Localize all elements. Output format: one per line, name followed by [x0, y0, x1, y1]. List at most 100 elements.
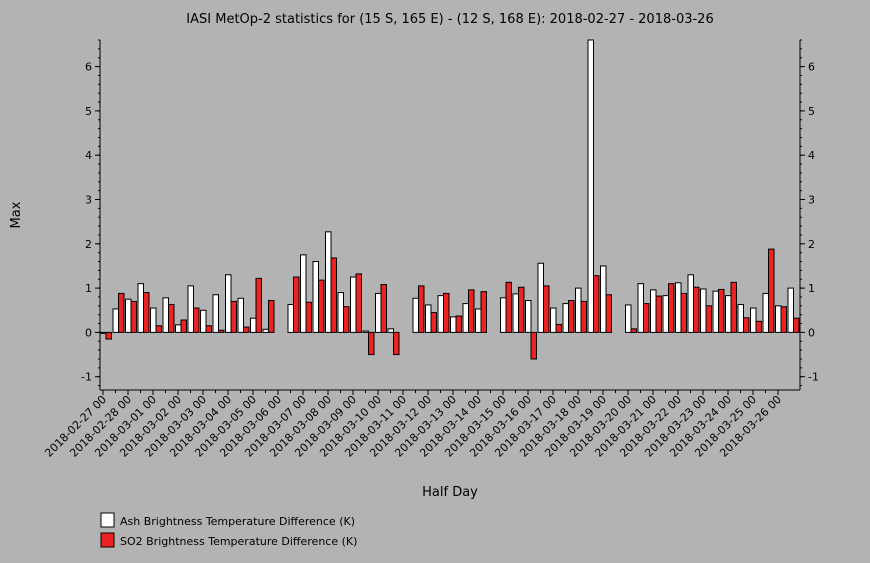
y-tick-label-right: -1 — [808, 371, 819, 384]
bar-ash — [587, 39, 594, 333]
bar-ash — [375, 292, 382, 333]
bars — [100, 39, 800, 360]
bar-ash — [175, 324, 182, 333]
bar-so2 — [480, 291, 487, 333]
bar-ash — [687, 274, 694, 333]
bar-ash — [162, 297, 169, 333]
bar-so2 — [468, 289, 475, 333]
y-tick-label-left: 0 — [85, 326, 92, 339]
y-tick-label-left: -1 — [81, 371, 92, 384]
bar-ash — [462, 303, 469, 333]
bar-so2 — [718, 288, 725, 333]
bar-ash — [537, 262, 544, 333]
bar-ash — [550, 307, 557, 333]
bar-so2 — [305, 301, 312, 333]
y-tick-label-left: 4 — [85, 149, 92, 162]
bar-so2 — [593, 275, 600, 333]
y-tick-label-right: 3 — [808, 193, 815, 206]
legend-swatch-so2 — [100, 532, 115, 548]
bar-ash — [412, 297, 419, 333]
y-tick-label-left: 6 — [85, 61, 92, 74]
legend-label-so2: SO2 Brightness Temperature Difference (K… — [120, 535, 357, 548]
bar-so2 — [755, 320, 762, 333]
bar-ash — [500, 297, 507, 333]
legend: Ash Brightness Temperature Difference (K… — [100, 512, 357, 548]
bar-so2 — [605, 294, 612, 333]
bar-ash — [150, 307, 157, 333]
bar-ash — [700, 288, 707, 333]
y-tick-label-right: 2 — [808, 238, 815, 251]
bar-so2 — [293, 276, 300, 333]
bar-ash — [212, 294, 219, 333]
bar-so2 — [255, 277, 262, 333]
bar-ash — [100, 331, 107, 334]
legend-swatch-ash — [100, 512, 115, 528]
y-tick-label-left: 1 — [85, 282, 92, 295]
bar-ash — [662, 295, 669, 333]
bar-so2 — [368, 331, 375, 356]
bar-so2 — [330, 257, 337, 333]
bar-so2 — [655, 295, 662, 333]
bar-so2 — [793, 317, 800, 333]
bar-so2 — [743, 317, 750, 333]
bar-ash — [675, 282, 682, 333]
bar-ash — [450, 316, 457, 333]
bar-ash — [125, 298, 132, 333]
bar-ash — [512, 293, 519, 333]
bar-so2 — [780, 306, 787, 333]
bar-ash — [575, 287, 582, 333]
bar-so2 — [443, 292, 450, 333]
bar-so2 — [205, 325, 212, 333]
bar-ash — [762, 292, 769, 333]
bar-ash — [750, 307, 757, 333]
bar-ash — [712, 290, 719, 333]
bar-ash — [725, 295, 732, 333]
bar-so2 — [268, 300, 275, 333]
bar-so2 — [168, 303, 175, 333]
bar-ash — [137, 283, 144, 333]
bar-so2 — [668, 283, 675, 333]
bar-so2 — [430, 311, 437, 333]
bar-so2 — [155, 325, 162, 333]
bar-so2 — [680, 292, 687, 333]
bar-ash — [300, 254, 307, 333]
bar-ash — [637, 283, 644, 333]
bar-so2 — [243, 326, 250, 333]
x-axis-label: Half Day — [422, 485, 478, 500]
bar-ash — [425, 304, 432, 333]
bar-ash — [325, 231, 332, 333]
bar-so2 — [643, 303, 650, 333]
bar-ash — [112, 308, 119, 333]
bar-ash — [737, 303, 744, 333]
bar-ash — [237, 297, 244, 333]
bar-so2 — [343, 306, 350, 333]
bar-ash — [437, 295, 444, 333]
bar-so2 — [418, 285, 425, 333]
bar-so2 — [355, 273, 362, 333]
bar-so2 — [180, 319, 187, 333]
bar-ash — [225, 274, 232, 333]
bar-so2 — [318, 279, 325, 333]
bar-so2 — [568, 300, 575, 333]
bar-ash — [187, 285, 194, 333]
bar-so2 — [118, 292, 125, 333]
bar-ash — [562, 303, 569, 333]
bar-so2 — [768, 248, 775, 333]
bar-ash — [775, 305, 782, 333]
bar-ash — [362, 330, 369, 333]
bar-ash — [350, 276, 357, 333]
bar-so2 — [630, 328, 637, 333]
bar-so2 — [518, 286, 525, 333]
y-tick-label-right: 1 — [808, 282, 815, 295]
bar-ash — [787, 287, 794, 333]
bar-so2 — [393, 331, 400, 356]
y-tick-label-right: 0 — [808, 326, 815, 339]
bar-so2 — [455, 315, 462, 333]
bar-ash — [312, 261, 319, 333]
bar-so2 — [705, 305, 712, 333]
y-tick-label-left: 5 — [85, 105, 92, 118]
y-tick-label-right: 6 — [808, 61, 815, 74]
bar-ash — [650, 289, 657, 333]
y-tick-label-left: 2 — [85, 238, 92, 251]
